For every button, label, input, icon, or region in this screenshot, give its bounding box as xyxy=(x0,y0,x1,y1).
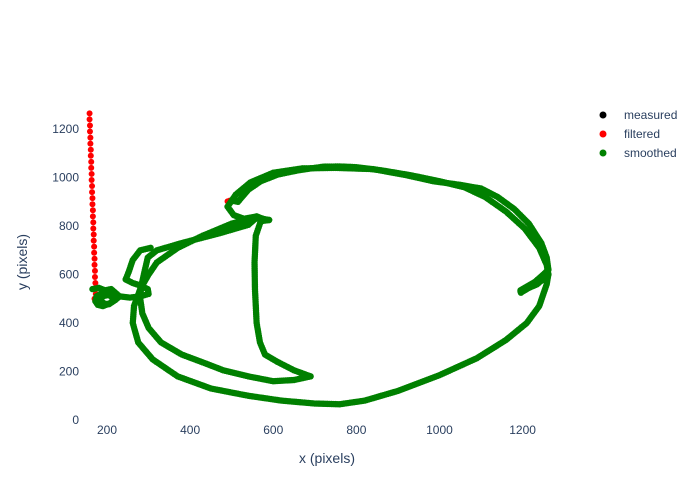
smoothed-point xyxy=(517,289,525,296)
legend-label: filtered xyxy=(624,127,660,141)
filtered-point xyxy=(89,195,96,202)
filtered-point xyxy=(91,267,98,274)
legend-item-smoothed[interactable]: smoothed xyxy=(599,146,677,160)
series-smoothed xyxy=(89,163,552,408)
filtered-point xyxy=(88,164,95,171)
x-tick-label: 1000 xyxy=(426,423,453,437)
legend-label: smoothed xyxy=(624,146,677,160)
filtered-point xyxy=(87,134,94,141)
x-tick-label: 400 xyxy=(180,423,200,437)
y-tick-label: 600 xyxy=(59,268,79,282)
filtered-point xyxy=(91,243,98,250)
filtered-point xyxy=(87,140,94,147)
x-tick-label: 800 xyxy=(346,423,366,437)
x-tick-label: 600 xyxy=(263,423,283,437)
y-axis-title: y (pixels) xyxy=(14,234,30,290)
y-axis-ticks: 0 200 400 600 800 1000 1200 xyxy=(52,122,79,427)
legend-item-filtered[interactable]: filtered xyxy=(599,127,661,141)
filtered-point xyxy=(87,146,94,153)
filtered-point xyxy=(88,170,95,177)
legend[interactable]: measured filtered smoothed xyxy=(599,108,678,160)
filtered-point xyxy=(86,110,93,117)
plot-area xyxy=(86,110,552,408)
legend-marker xyxy=(599,130,607,138)
x-axis-ticks: 200 400 600 800 1000 1200 xyxy=(97,423,536,437)
legend-item-measured[interactable]: measured xyxy=(599,108,678,122)
filtered-point xyxy=(90,231,97,238)
filtered-point xyxy=(86,116,93,123)
filtered-point xyxy=(91,249,98,256)
filtered-point xyxy=(91,273,98,280)
filtered-point xyxy=(89,207,96,214)
legend-marker xyxy=(599,111,607,119)
x-tick-label: 200 xyxy=(97,423,117,437)
y-tick-label: 400 xyxy=(59,316,79,330)
filtered-point xyxy=(88,177,95,183)
filtered-point xyxy=(86,128,93,135)
filtered-point xyxy=(87,152,94,159)
filtered-point xyxy=(89,201,96,208)
filtered-point xyxy=(90,219,97,226)
filtered-point xyxy=(91,261,98,268)
filtered-point xyxy=(89,189,96,196)
y-tick-label: 800 xyxy=(59,219,79,233)
series-filtered xyxy=(86,110,235,302)
y-tick-label: 200 xyxy=(59,365,79,379)
legend-marker xyxy=(599,149,607,157)
filtered-point xyxy=(88,158,95,165)
filtered-point xyxy=(86,122,93,129)
y-tick-label: 1000 xyxy=(52,171,79,185)
y-tick-label: 0 xyxy=(72,413,79,427)
x-tick-label: 1200 xyxy=(509,423,536,437)
legend-label: measured xyxy=(624,108,677,122)
filtered-point xyxy=(89,213,96,220)
filtered-point xyxy=(90,225,97,232)
filtered-point xyxy=(92,280,99,287)
filtered-point xyxy=(91,255,98,262)
y-tick-label: 1200 xyxy=(52,122,79,136)
x-axis-title: x (pixels) xyxy=(299,450,355,466)
filtered-point xyxy=(90,237,97,244)
smoothed-point xyxy=(147,244,154,252)
filtered-point xyxy=(89,183,96,190)
